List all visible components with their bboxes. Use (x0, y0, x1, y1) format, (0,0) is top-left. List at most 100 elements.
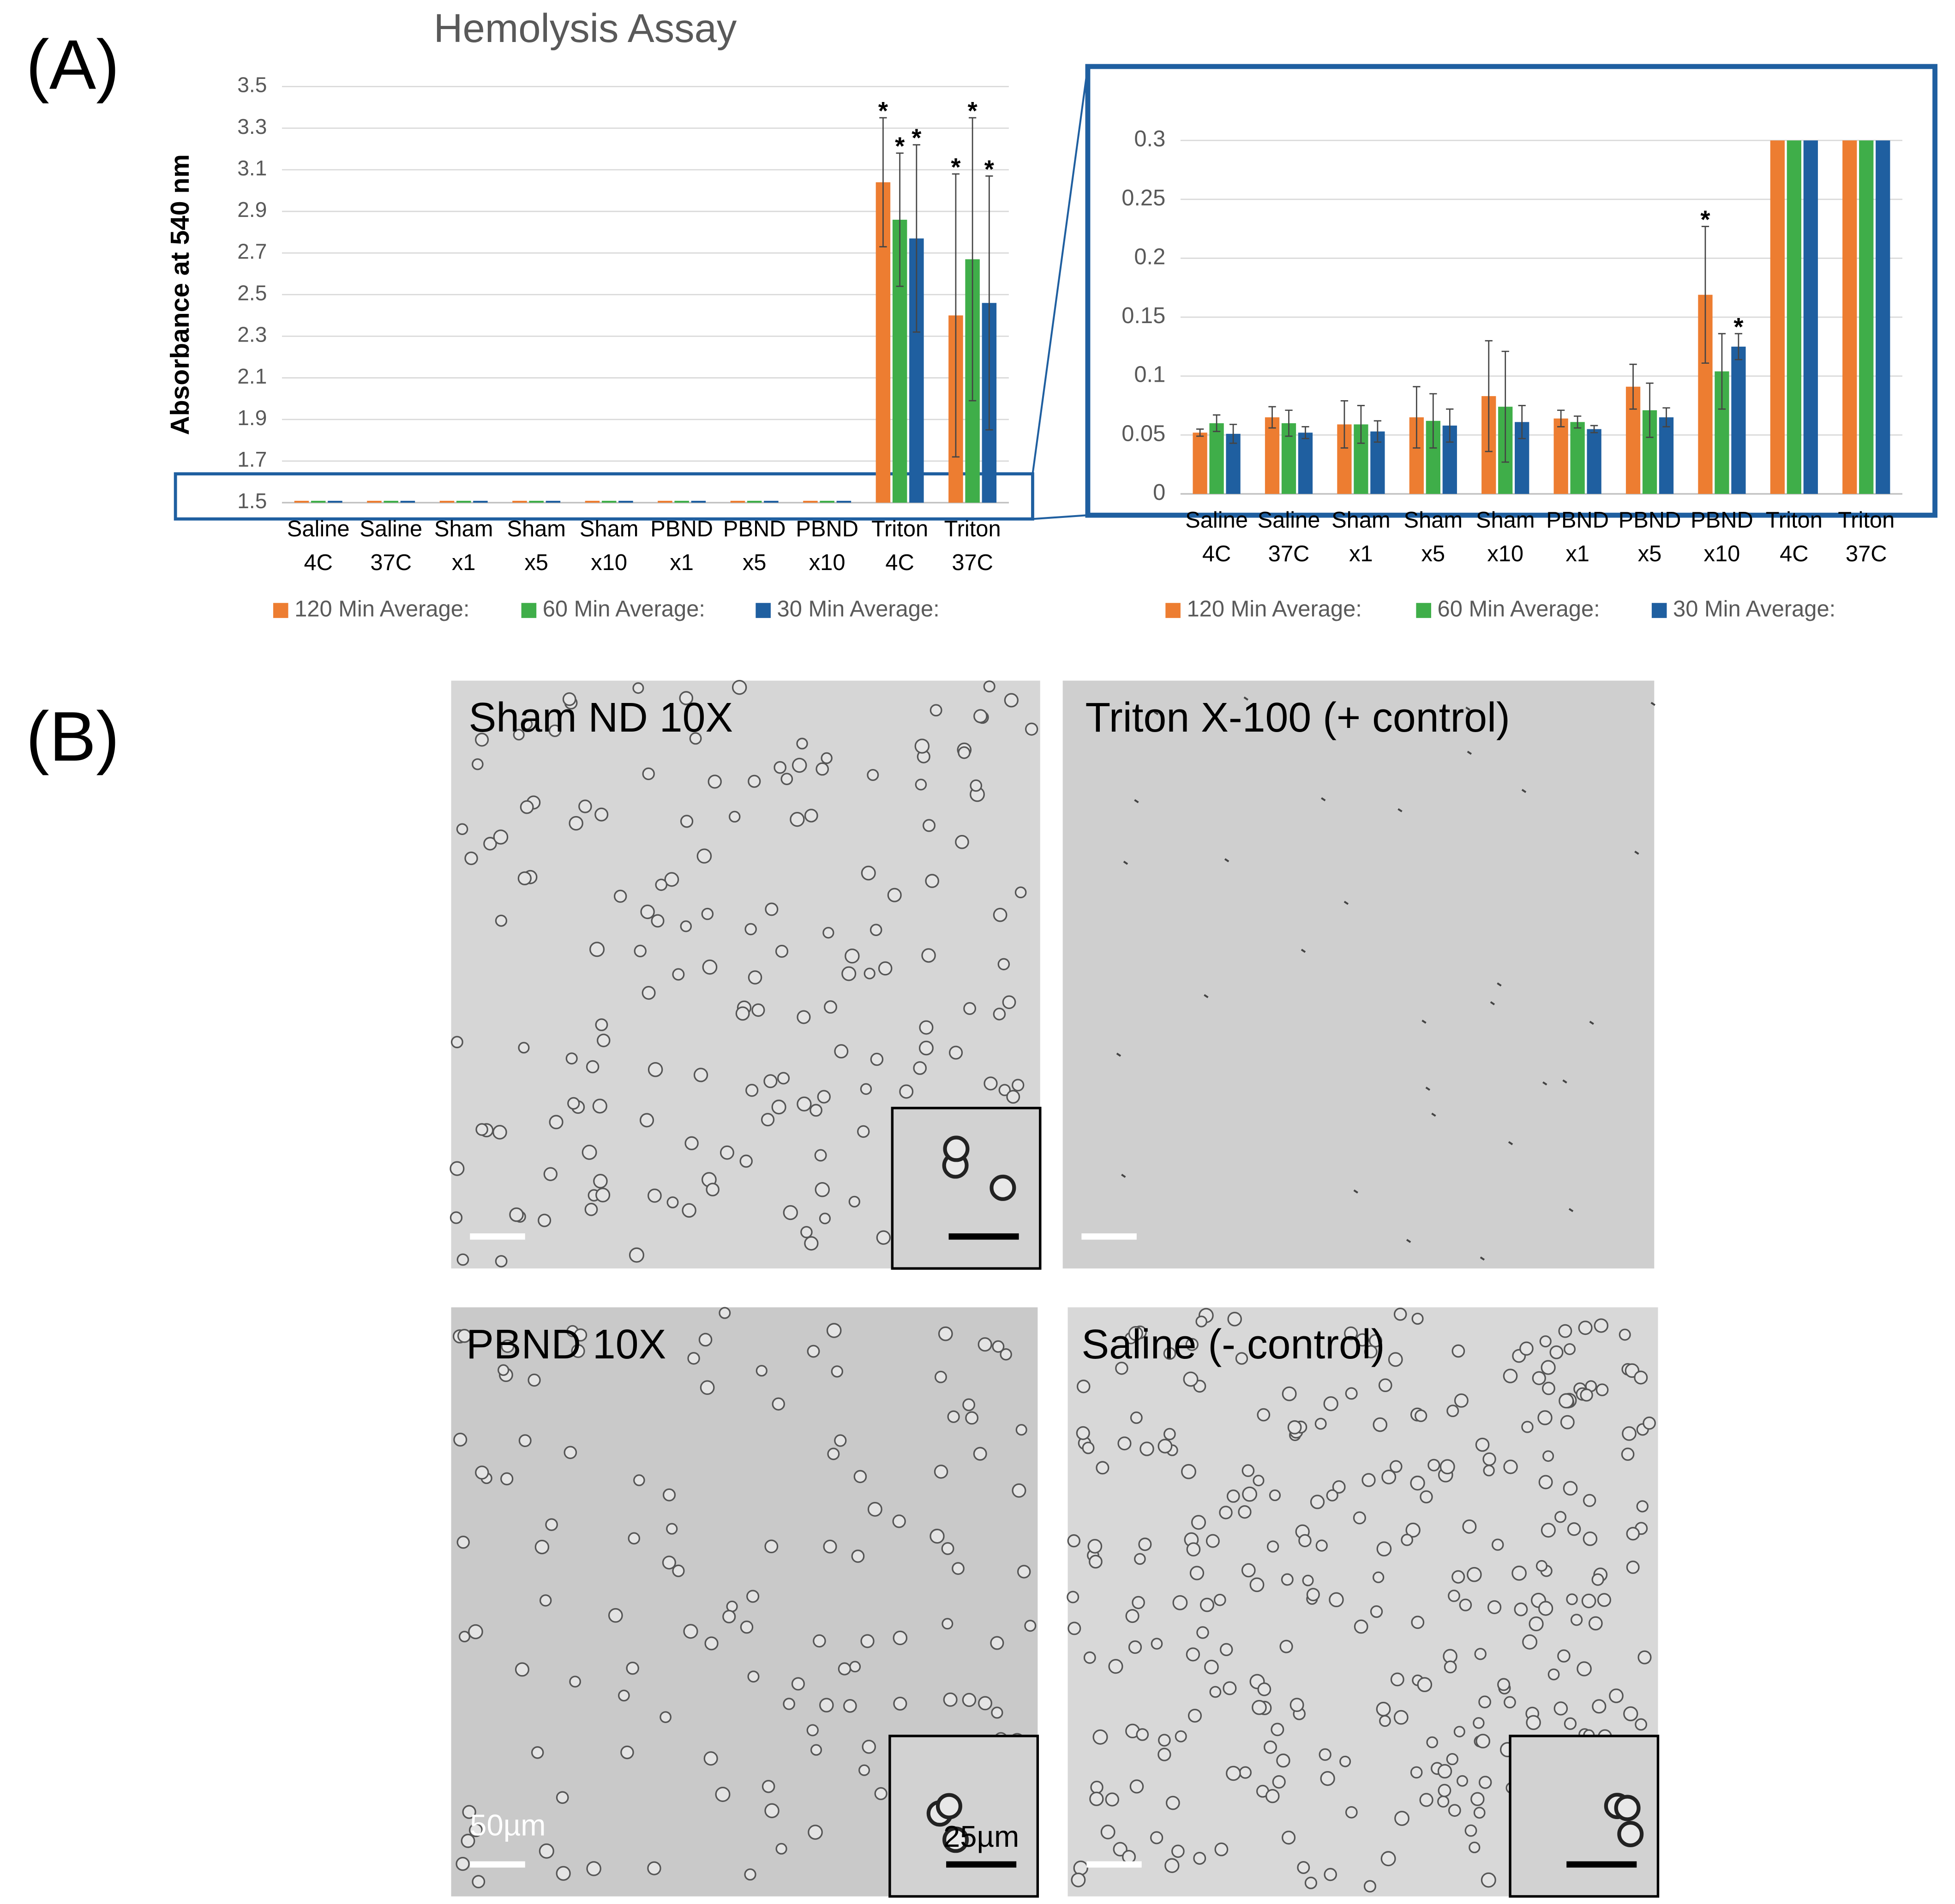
cell (483, 837, 497, 851)
cell (1071, 1872, 1086, 1887)
cell (531, 1746, 544, 1759)
cell (813, 1634, 826, 1648)
cell (1373, 1417, 1388, 1432)
cell (1415, 1409, 1427, 1422)
legend-label: 120 Min Average: (294, 596, 469, 621)
legend-swatch (521, 603, 537, 618)
cell (634, 944, 647, 958)
cell (819, 1698, 834, 1712)
x-tick-label: Sham x10 (1476, 508, 1535, 566)
cell (864, 967, 876, 979)
x-tick-label: Saline 4C (1185, 508, 1248, 566)
cell (1241, 1464, 1255, 1477)
cell (1157, 1748, 1171, 1761)
cell (1437, 1764, 1452, 1779)
cell (1185, 1338, 1199, 1351)
cell (1017, 1565, 1031, 1579)
bar (803, 500, 818, 503)
cell (774, 761, 787, 774)
cell (1163, 1347, 1176, 1360)
debris (1490, 1001, 1495, 1005)
bar (1859, 140, 1874, 494)
cell (747, 1670, 760, 1683)
cell (1570, 1614, 1583, 1626)
cell (562, 692, 576, 706)
cell (1339, 1755, 1351, 1767)
error-bar (968, 117, 977, 402)
cell (593, 1174, 608, 1189)
zoom-box (174, 472, 1034, 521)
cell (1538, 1601, 1553, 1616)
micrograph (1062, 680, 1655, 1269)
cell (797, 1096, 812, 1111)
bar (473, 500, 488, 503)
bar (546, 500, 561, 503)
cell (642, 767, 655, 781)
cell (918, 1040, 934, 1056)
cell (1535, 1560, 1548, 1572)
cell (640, 904, 655, 919)
cell (1438, 1784, 1451, 1797)
error-bar (1501, 350, 1509, 463)
cell (1067, 1622, 1081, 1635)
error-bar (1373, 420, 1382, 443)
bar (456, 500, 471, 503)
cell (1378, 1378, 1392, 1393)
bar (1209, 423, 1224, 494)
cell (1266, 1540, 1279, 1553)
cell (1171, 1844, 1185, 1858)
bar (836, 500, 852, 503)
cell (962, 1398, 975, 1411)
cell (1092, 1729, 1108, 1745)
debris (1224, 858, 1229, 863)
cell (1514, 1602, 1528, 1616)
cell (632, 682, 644, 694)
debris (1343, 901, 1349, 905)
cell (495, 1255, 508, 1267)
bar (691, 500, 706, 503)
cell (633, 1474, 645, 1486)
scale-bar (946, 1861, 1017, 1868)
cell (456, 1536, 470, 1549)
cell (1532, 1371, 1546, 1385)
cell (662, 1556, 676, 1570)
cell (745, 1084, 759, 1097)
cell (1223, 1681, 1237, 1695)
cell (1626, 1526, 1640, 1541)
inset (888, 1735, 1039, 1898)
cell (1151, 1638, 1163, 1650)
cell (878, 961, 893, 976)
cell (913, 1061, 927, 1075)
cell (740, 1620, 754, 1634)
cell (501, 1339, 515, 1353)
cell (569, 816, 583, 831)
cell (791, 1677, 805, 1691)
cell (1076, 1426, 1090, 1440)
bar (512, 500, 527, 503)
cell (817, 1090, 831, 1104)
cell (1643, 1416, 1656, 1430)
debris (1508, 1141, 1513, 1146)
cell (620, 1745, 634, 1760)
cell (1563, 1481, 1578, 1496)
cell (1637, 1650, 1652, 1664)
cell (1100, 1825, 1115, 1839)
cell (739, 1154, 753, 1168)
cell (1067, 1534, 1081, 1548)
cell (1469, 1841, 1481, 1854)
cell (549, 1115, 564, 1129)
cell (1564, 1343, 1576, 1355)
panel-label: (A) (26, 25, 120, 104)
debris (1421, 1020, 1427, 1024)
cell (735, 1006, 750, 1021)
cell (1242, 1486, 1258, 1502)
cell (942, 1826, 969, 1853)
cell (775, 944, 789, 958)
bar (1298, 432, 1313, 494)
y-tick-label: 3.5 (237, 73, 267, 97)
cell (1193, 1852, 1206, 1865)
cell (1297, 1861, 1310, 1874)
cell (1157, 1439, 1173, 1454)
cell (1554, 1511, 1567, 1523)
cell (1329, 1592, 1344, 1608)
